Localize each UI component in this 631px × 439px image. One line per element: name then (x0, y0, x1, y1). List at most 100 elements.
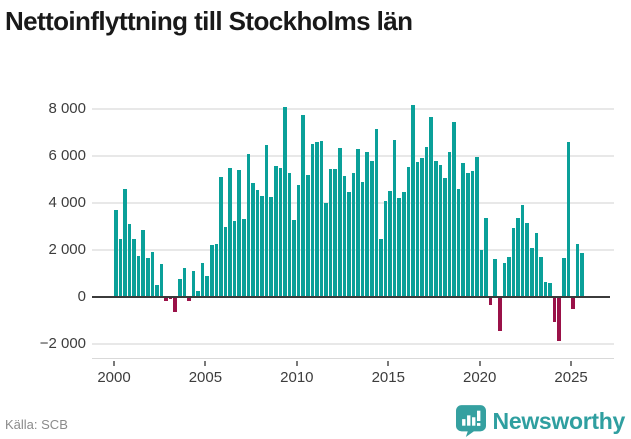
bar-positive (420, 158, 424, 297)
gridline--2000 (92, 343, 614, 345)
bar-positive (292, 220, 296, 297)
bar-negative (488, 297, 493, 305)
bar-positive (520, 205, 525, 297)
bar-positive (205, 276, 209, 297)
bar-positive (461, 162, 465, 297)
y-axis-label: 2 000 (48, 241, 86, 258)
bar-positive (539, 256, 543, 297)
bar-positive (388, 191, 392, 297)
bar-positive (223, 226, 228, 297)
bar-positive (150, 252, 155, 297)
x-axis-tick-2000 (113, 361, 115, 366)
bar-positive (278, 167, 283, 298)
bar-positive (575, 244, 580, 297)
bar-positive (507, 256, 511, 297)
bar-positive (264, 144, 269, 297)
y-axis-label: 6 000 (48, 147, 86, 164)
bar-positive (315, 141, 319, 297)
chart-title: Nettoinflyttning till Stockholms län (5, 6, 413, 36)
bar-positive (269, 196, 273, 297)
bar-positive (251, 182, 255, 297)
bar-positive (319, 140, 324, 297)
bar-positive (411, 104, 415, 297)
bar-positive (493, 258, 497, 297)
bar-positive (356, 149, 360, 297)
bar-positive (543, 282, 548, 297)
bar-positive (443, 178, 447, 297)
bar-positive (310, 143, 315, 297)
bar-positive (255, 190, 260, 297)
bar-negative (557, 297, 561, 341)
x-axis-label: 2000 (97, 369, 131, 386)
y-axis-label: 8 000 (48, 100, 86, 117)
source-note: Källa: SCB (5, 417, 68, 432)
bar-positive (232, 221, 237, 297)
bar-positive (136, 255, 141, 297)
y-axis-label: 0 (77, 288, 86, 305)
bar-positive (306, 175, 310, 297)
gridline-6000 (92, 155, 614, 157)
bar-positive (447, 151, 452, 297)
bar-negative (498, 297, 502, 331)
bar-positive (283, 107, 287, 297)
bar-positive (260, 196, 264, 297)
x-axis-label: 2015 (371, 369, 405, 386)
bar-positive (424, 146, 429, 297)
bar-positive (333, 169, 337, 297)
bar-positive (127, 223, 132, 297)
gridline-8000 (92, 108, 614, 110)
bar-positive (438, 165, 443, 297)
bar-positive (155, 284, 159, 297)
zero-axis-line (92, 296, 610, 298)
x-axis-tick-2020 (478, 361, 481, 366)
bar-positive (210, 244, 214, 297)
bar-positive (228, 167, 232, 298)
bar-positive (456, 188, 461, 297)
x-axis-line (92, 358, 614, 359)
bar-positive (406, 167, 411, 297)
newsworthy-logo: Newsworthy (455, 405, 626, 437)
x-axis-tick-2005 (204, 361, 207, 366)
newsworthy-wordmark: Newsworthy (492, 407, 626, 434)
bar-positive (351, 172, 356, 297)
bar-positive (434, 161, 438, 297)
bar-negative (164, 297, 168, 301)
bar-positive (365, 152, 369, 297)
bar-positive (566, 141, 571, 297)
bar-positive (301, 114, 305, 297)
bar-positive (370, 160, 374, 297)
bar-positive (200, 262, 205, 297)
bar-positive (470, 170, 475, 297)
bar-positive (118, 239, 123, 297)
bar-positive (296, 185, 301, 297)
bar-positive (342, 176, 347, 297)
bar-positive (548, 283, 552, 297)
bar-positive (383, 201, 388, 297)
bar-positive (392, 139, 397, 297)
bar-positive (580, 252, 584, 297)
bar-positive (182, 267, 187, 297)
bar-positive (415, 162, 420, 297)
bar-positive (452, 122, 456, 297)
bar-positive (397, 197, 401, 297)
bar-positive (475, 157, 479, 297)
bar-positive (242, 218, 246, 297)
bar-positive (562, 258, 566, 297)
bar-positive (534, 233, 539, 297)
bar-positive (114, 210, 118, 298)
bar-positive (123, 188, 127, 297)
bar-positive (374, 129, 379, 297)
bar-positive (196, 291, 200, 297)
newsworthy-bar-chart-badge-icon (455, 405, 486, 437)
bar-positive (328, 169, 333, 297)
bar-positive (530, 248, 534, 297)
bar-positive (502, 262, 507, 297)
bar-positive (214, 243, 219, 297)
bar-positive (159, 264, 164, 297)
x-axis-label: 2005 (188, 369, 223, 386)
bar-positive (479, 250, 484, 297)
bar-positive (246, 153, 251, 297)
bar-positive (360, 182, 365, 297)
bar-positive (132, 238, 136, 297)
bar-positive (484, 217, 488, 297)
